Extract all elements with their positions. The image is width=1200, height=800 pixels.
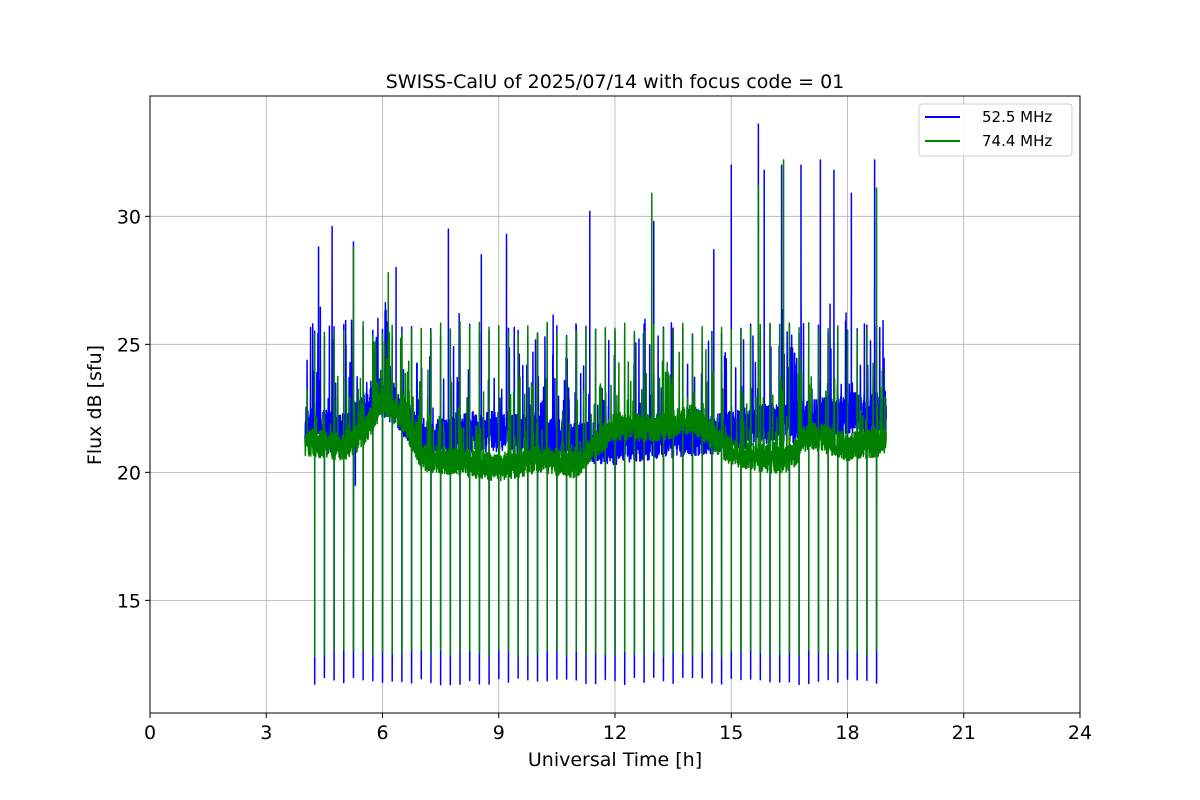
- series-layer: [304, 123, 887, 686]
- x-tick-label: 24: [1068, 722, 1092, 744]
- y-tick-label: 15: [117, 590, 141, 612]
- x-tick-label: 0: [144, 722, 156, 744]
- x-tick-label: 15: [719, 722, 743, 744]
- y-tick-label: 25: [117, 334, 141, 356]
- y-tick-label: 30: [117, 206, 141, 228]
- y-tick-label: 20: [117, 462, 141, 484]
- legend-label-52-5-mhz: 52.5 MHz: [982, 108, 1052, 126]
- legend-label-74-4-mhz: 74.4 MHz: [982, 132, 1052, 150]
- x-tick-label: 3: [260, 722, 272, 744]
- series-line-74-4-mhz: [304, 159, 887, 658]
- x-tick-label: 9: [493, 722, 505, 744]
- plot-area: [304, 123, 887, 686]
- chart-title: SWISS-CalU of 2025/07/14 with focus code…: [386, 71, 845, 93]
- legend: 52.5 MHz 74.4 MHz: [918, 103, 1073, 157]
- x-tick-label: 21: [952, 722, 976, 744]
- x-tick-label: 6: [376, 722, 388, 744]
- y-axis-label: Flux dB [sfu]: [84, 345, 106, 465]
- y-axis: 15 20 25 30: [117, 206, 150, 612]
- x-tick-label: 12: [603, 722, 627, 744]
- x-axis: 0 3 6 9 12 15 18 21 24: [144, 713, 1092, 744]
- x-tick-label: 18: [835, 722, 859, 744]
- x-axis-label: Universal Time [h]: [528, 749, 702, 771]
